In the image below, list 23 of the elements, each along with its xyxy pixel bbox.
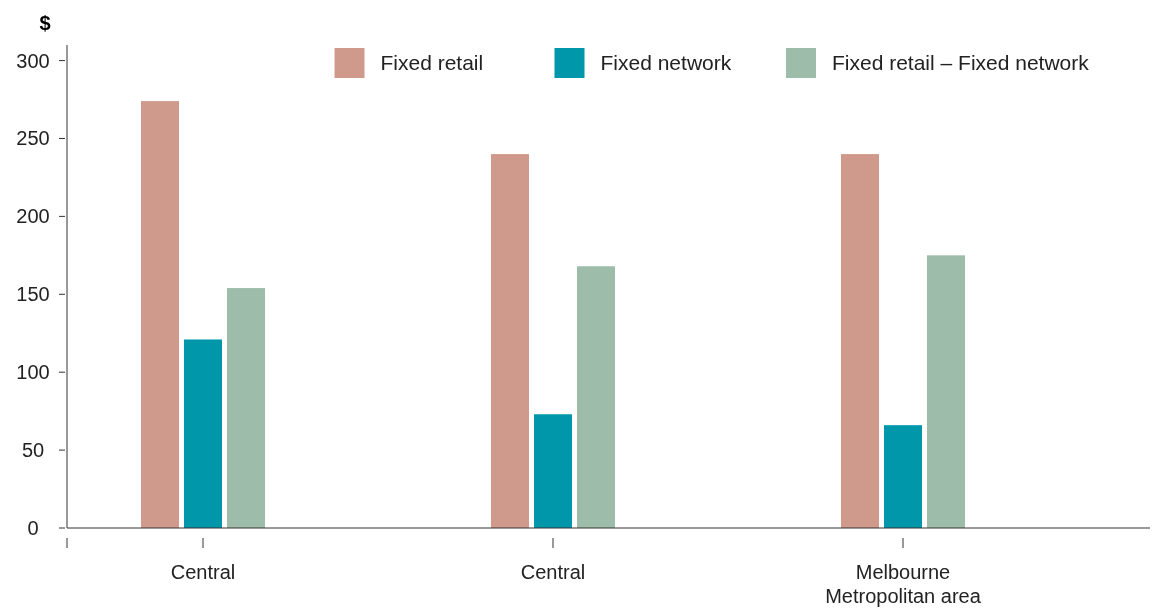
y-tick-label: 100 [16, 361, 50, 384]
legend-label: Fixed retail [380, 51, 484, 74]
bar [184, 339, 222, 528]
bar [884, 425, 922, 528]
legend-label: Fixed retail – Fixed network [832, 51, 1090, 74]
bar [577, 266, 615, 528]
y-tick-label: 50 [21, 439, 45, 462]
y-tick-label: 150 [16, 283, 50, 306]
legend-label: Fixed network [600, 51, 732, 74]
bar [534, 414, 572, 528]
bar [841, 154, 879, 528]
y-tick-label: 0 [27, 517, 39, 539]
x-tick-label: Melbourne Metropolitan area [825, 561, 982, 607]
bar [927, 255, 965, 528]
y-tick-label: 200 [16, 205, 50, 228]
y-axis-title: $ [39, 12, 51, 34]
bar [491, 154, 529, 528]
y-tick-label: 300 [16, 49, 50, 72]
bar [227, 288, 265, 528]
x-tick-label: Central [520, 561, 586, 583]
y-tick-label: 250 [16, 127, 50, 150]
bar [141, 101, 179, 528]
x-tick-label: Central [170, 561, 236, 583]
